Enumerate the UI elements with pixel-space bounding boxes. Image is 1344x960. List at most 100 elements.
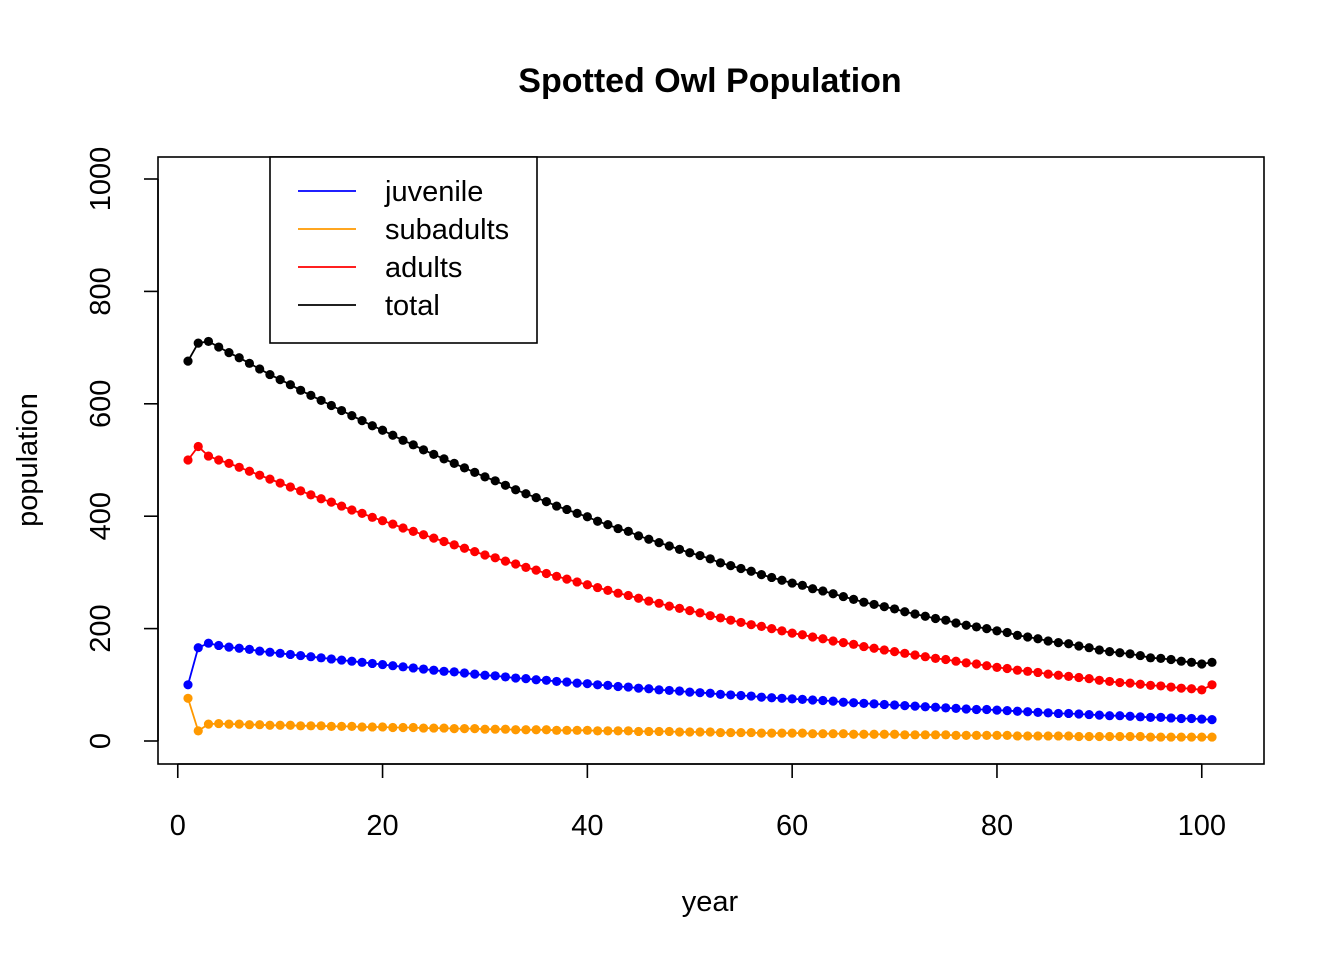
data-point-subadults (910, 730, 920, 740)
data-point-subadults (941, 730, 951, 740)
data-point-juvenile (357, 657, 367, 667)
data-point-juvenile (992, 705, 1002, 715)
data-point-adults (654, 598, 664, 608)
data-point-juvenile (1186, 713, 1197, 724)
data-point-adults (275, 478, 285, 488)
data-point-juvenile (715, 689, 726, 699)
data-point-adults (193, 441, 203, 452)
data-point-juvenile (1197, 714, 1207, 724)
data-point-subadults (787, 728, 797, 738)
data-point-subadults (521, 725, 531, 735)
data-point-juvenile (1084, 709, 1094, 720)
data-point-total (1166, 654, 1176, 665)
data-point-adults (255, 470, 265, 480)
data-point-juvenile (623, 682, 633, 692)
data-point-subadults (838, 729, 848, 739)
data-point-subadults (951, 730, 961, 740)
data-point-total (889, 604, 900, 614)
data-point-adults (818, 634, 828, 644)
data-point-subadults (470, 724, 480, 734)
data-point-total (920, 611, 930, 621)
data-point-adults (941, 654, 951, 665)
data-point-total (633, 531, 644, 541)
data-point-juvenile (869, 699, 879, 709)
data-point-total (777, 575, 787, 585)
data-point-juvenile (838, 697, 848, 707)
y-tick-label: 0 (85, 733, 117, 749)
data-point-total (1125, 649, 1135, 659)
data-point-juvenile (889, 700, 900, 710)
data-point-adults (849, 639, 859, 649)
data-point-subadults (480, 724, 490, 734)
data-point-subadults (879, 729, 889, 739)
data-point-adults (367, 512, 377, 522)
data-point-total (746, 566, 756, 576)
data-point-adults (1186, 684, 1197, 694)
data-point-total (449, 458, 459, 468)
data-point-subadults (357, 722, 367, 732)
data-point-adults (1053, 670, 1063, 680)
data-point-juvenile (285, 649, 295, 660)
data-point-subadults (1115, 731, 1125, 742)
data-point-adults (244, 466, 255, 476)
data-point-adults (1207, 680, 1217, 690)
data-point-adults (705, 611, 715, 621)
data-point-total (961, 620, 971, 630)
data-point-adults (900, 648, 910, 658)
data-point-adults (234, 462, 244, 472)
legend-item-adults: adults (298, 252, 462, 284)
data-point-total (193, 338, 203, 348)
data-point-subadults (275, 720, 285, 730)
data-point-adults (664, 601, 674, 611)
data-point-juvenile (1145, 712, 1156, 722)
data-point-adults (552, 571, 562, 581)
data-point-juvenile (787, 694, 797, 704)
data-point-juvenile (1012, 706, 1023, 716)
data-point-adults (459, 543, 470, 553)
data-point-adults (511, 559, 521, 569)
data-point-adults (306, 490, 316, 500)
data-point-adults (920, 652, 930, 662)
data-point-subadults (316, 721, 326, 731)
data-point-juvenile (388, 661, 398, 671)
data-point-total (726, 561, 736, 571)
data-point-adults (838, 638, 848, 648)
data-point-adults (828, 636, 838, 646)
data-point-subadults (982, 730, 992, 740)
data-point-total (459, 463, 470, 473)
legend-label: adults (385, 252, 462, 284)
data-point-adults (439, 536, 449, 547)
data-point-subadults (1186, 732, 1197, 742)
data-point-total (316, 395, 326, 406)
data-point-subadults (889, 729, 900, 739)
data-point-juvenile (459, 668, 470, 678)
data-point-subadults (1033, 731, 1043, 741)
data-point-adults (1176, 683, 1186, 693)
data-point-subadults (1207, 732, 1217, 742)
data-point-juvenile (326, 654, 336, 664)
data-point-adults (408, 526, 418, 536)
data-point-adults (992, 662, 1002, 672)
data-point-subadults (582, 725, 592, 735)
data-point-juvenile (531, 675, 541, 685)
data-point-subadults (265, 720, 275, 730)
data-point-subadults (418, 723, 429, 733)
data-point-adults (377, 516, 388, 526)
data-point-total (910, 609, 920, 619)
legend-label: total (385, 290, 440, 322)
data-point-subadults (572, 725, 582, 735)
data-point-adults (971, 659, 982, 669)
data-point-adults (808, 632, 818, 642)
data-point-subadults (244, 720, 255, 730)
data-point-subadults (224, 719, 234, 729)
data-point-total (572, 508, 582, 518)
data-point-total (828, 589, 838, 599)
data-point-juvenile (1023, 707, 1033, 717)
data-point-subadults (736, 727, 746, 738)
data-point-subadults (777, 728, 787, 738)
data-point-juvenile (367, 658, 377, 669)
data-point-total (244, 358, 255, 368)
data-point-adults (1115, 677, 1125, 688)
data-point-adults (541, 568, 552, 579)
data-point-juvenile (1156, 712, 1166, 722)
